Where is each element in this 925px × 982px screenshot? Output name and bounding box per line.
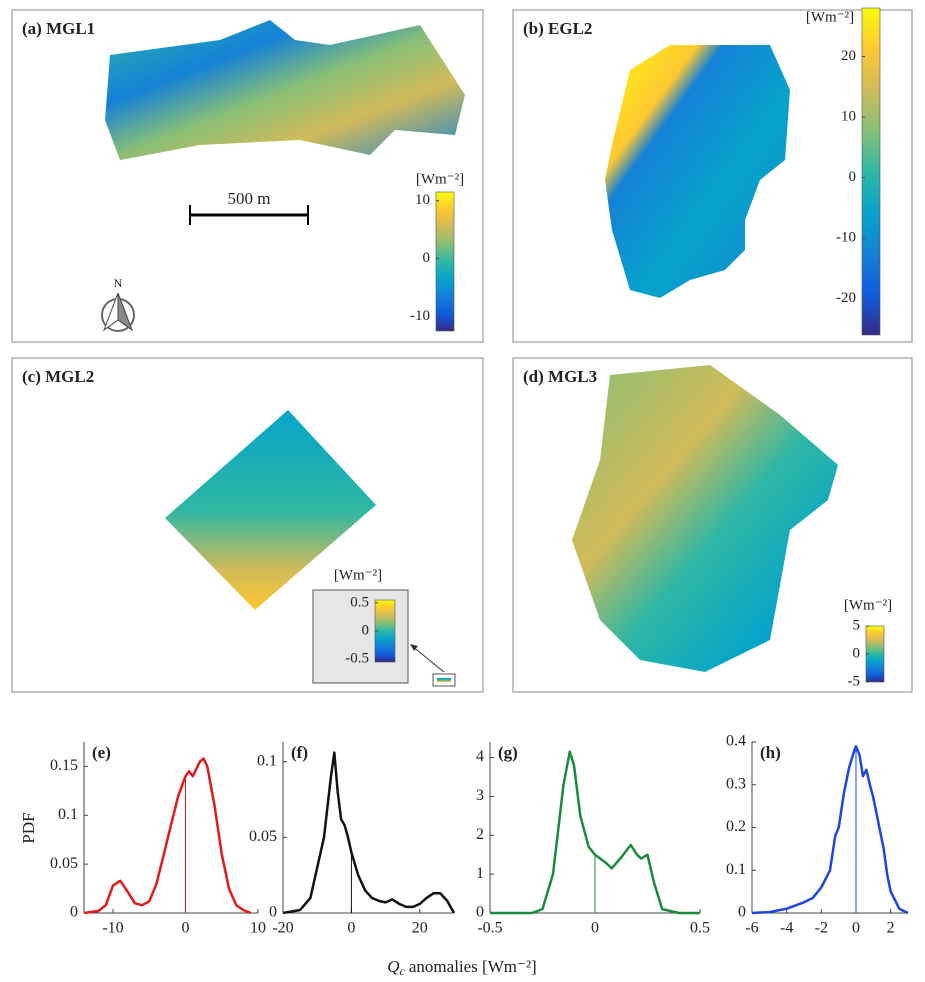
panel-title: (e): [92, 743, 111, 762]
x-tick-label: 0: [182, 920, 190, 937]
colorbar-tick-label: 10: [415, 192, 430, 208]
colorbar-tick-label: 10: [841, 108, 856, 124]
y-tick-label: 0.3: [726, 775, 746, 792]
glacier-a: [105, 20, 465, 160]
colorbar-tick-label: 0: [849, 169, 857, 185]
x-tick-label: -20: [272, 920, 293, 937]
north-arrow: [117, 292, 134, 332]
y-tick-label: 0: [476, 904, 484, 921]
colorbar-label: [Wm⁻²]: [334, 567, 382, 583]
colorbar-tick-label: 0: [423, 250, 431, 266]
north-arrow: [102, 292, 119, 332]
pdf-line: [282, 751, 456, 915]
y-tick-label: 0: [70, 904, 78, 921]
glacier-d: [572, 365, 838, 672]
panel-frame: [11, 9, 484, 343]
x-label-text: anomalies [Wm⁻²]: [409, 957, 537, 976]
x-tick-label: 20: [412, 920, 428, 937]
inset-arrowhead: [410, 644, 418, 651]
y-tick-label: 0.1: [726, 861, 746, 878]
colorbar-label: [Wm⁻²]: [416, 171, 464, 187]
y-tick-label: 0.15: [50, 757, 78, 774]
panel-frame: [512, 357, 913, 693]
map-shapes: [101, 20, 838, 687]
y-axis-label: PDF: [19, 812, 38, 843]
panel-title: (f): [291, 743, 308, 762]
colorbar-tick-label: 0: [853, 645, 861, 661]
glacier-c: [165, 410, 376, 610]
y-tick-label: 0: [269, 904, 277, 921]
colorbar-tick-label: 0: [362, 622, 370, 638]
colorbar-tick-label: -5: [848, 673, 861, 689]
inset-arrow: [411, 645, 445, 673]
y-tick-label: 0: [738, 904, 746, 921]
x-tick-label: 0.5: [690, 920, 710, 937]
x-tick-label: -6: [745, 920, 758, 937]
x-tick-label: 10: [250, 920, 266, 937]
colorbar-tick-label: 0.5: [350, 594, 369, 610]
y-tick-label: 4: [476, 748, 484, 765]
y-tick-label: 0.2: [726, 818, 746, 835]
colorbar-tick-label: -10: [836, 230, 856, 246]
panel-frame: [512, 9, 913, 343]
pdf-line: [490, 750, 700, 915]
x-tick-label: -4: [780, 920, 793, 937]
x-label-subscript: c: [400, 964, 406, 978]
inset-source-bar: [437, 678, 451, 682]
x-label-symbol: Q: [387, 957, 399, 976]
panel-title: (d) MGL3: [523, 367, 597, 386]
panel-title: (a) MGL1: [22, 19, 95, 38]
panel-title: (g): [498, 743, 518, 762]
colorbar-tick-label: -10: [410, 308, 430, 324]
panel-title: (h): [760, 743, 781, 762]
pdf-line: [751, 745, 909, 915]
y-tick-label: 0.05: [50, 855, 78, 872]
x-tick-label: -0.5: [477, 920, 502, 937]
y-tick-label: 0.1: [257, 752, 277, 769]
colorbar-tick-label: 20: [841, 48, 856, 64]
colorbar-tick-label: -0.5: [345, 651, 369, 667]
y-tick-label: 2: [476, 826, 484, 843]
colorbar-label: [Wm⁻²]: [806, 9, 854, 25]
colorbar: [861, 7, 881, 336]
colorbar: [435, 191, 455, 332]
x-tick-label: -10: [102, 920, 123, 937]
panel-title: (c) MGL2: [22, 367, 94, 386]
x-tick-label: -2: [815, 920, 828, 937]
y-tick-label: 0.05: [249, 828, 277, 845]
pdf-line: [83, 757, 252, 915]
panel-title: (b) EGL2: [523, 19, 592, 38]
y-tick-label: 3: [476, 787, 484, 804]
north-label: N: [114, 276, 123, 290]
x-axis-label: Qc anomalies [Wm⁻²]: [387, 957, 536, 978]
x-tick-label: 0: [591, 920, 599, 937]
glacier-b: [605, 45, 790, 298]
x-tick-label: 0: [347, 920, 355, 937]
y-tick-label: 1: [476, 865, 484, 882]
colorbar-label: [Wm⁻²]: [844, 597, 892, 613]
y-tick-label: 0.1: [58, 806, 78, 823]
panel-frame: [11, 357, 484, 693]
x-tick-label: 0: [852, 920, 860, 937]
colorbar-tick-label: -20: [836, 290, 856, 306]
scale-bar-label: 500 m: [228, 189, 271, 208]
y-tick-label: 0.4: [726, 733, 746, 750]
colorbar-tick-label: 5: [853, 617, 861, 633]
x-tick-label: 2: [887, 920, 895, 937]
